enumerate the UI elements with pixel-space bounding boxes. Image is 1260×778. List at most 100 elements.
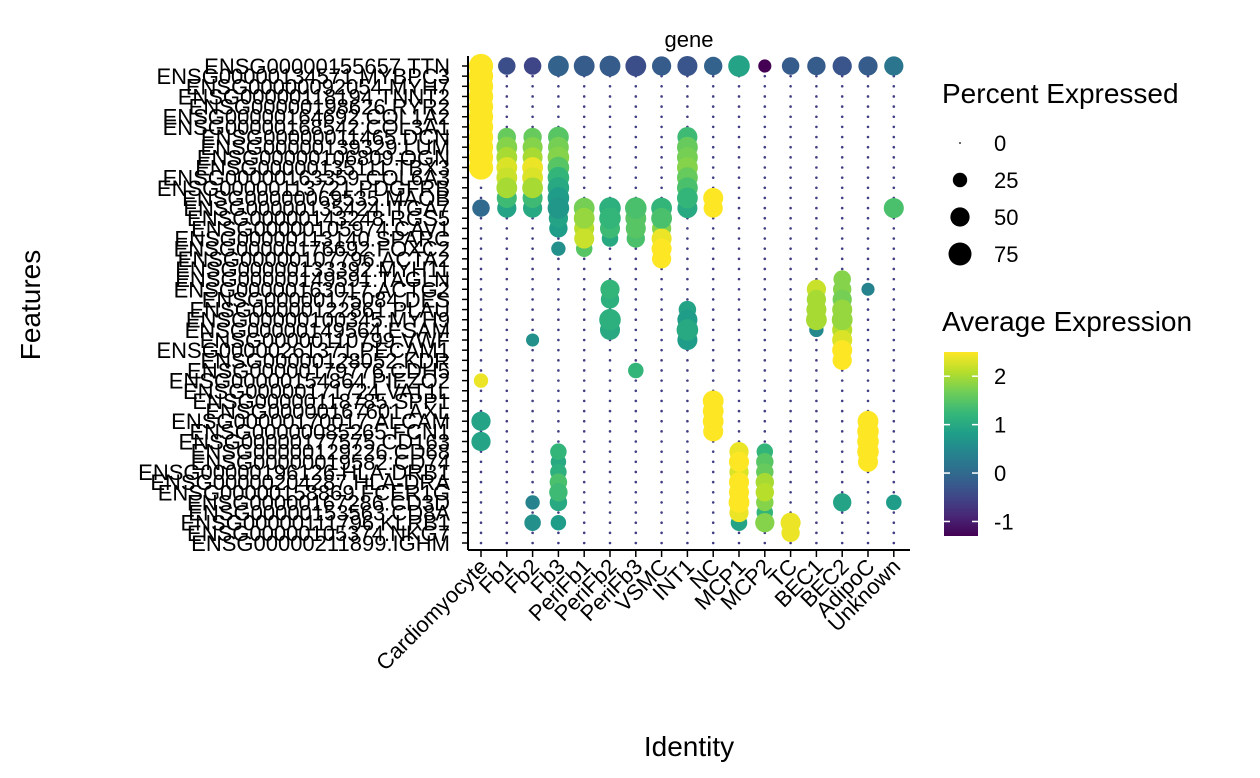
dot xyxy=(582,338,586,342)
dot xyxy=(763,440,767,443)
dot xyxy=(711,257,715,261)
dot xyxy=(892,166,896,169)
dot xyxy=(892,389,896,393)
dot xyxy=(737,145,741,149)
dot xyxy=(608,379,612,382)
dot xyxy=(531,470,534,474)
dot xyxy=(815,206,818,210)
dot xyxy=(815,511,818,514)
dot xyxy=(686,531,689,535)
dot xyxy=(711,287,715,291)
dot xyxy=(755,483,775,502)
dot xyxy=(531,287,534,291)
dot xyxy=(807,56,826,76)
dot xyxy=(582,531,586,535)
dot xyxy=(789,216,792,220)
dot xyxy=(660,186,663,190)
dot xyxy=(634,379,638,382)
dot xyxy=(557,318,560,322)
dot xyxy=(608,450,612,453)
y-tick-label: ENSG00000019582.CD74 xyxy=(191,450,450,475)
dot xyxy=(866,348,870,352)
dot xyxy=(582,511,586,514)
dot xyxy=(815,135,818,139)
dot xyxy=(763,430,767,433)
dot xyxy=(892,409,896,413)
dot xyxy=(634,135,638,139)
dot xyxy=(660,277,663,281)
dot xyxy=(711,166,715,169)
dot xyxy=(866,541,870,545)
dot xyxy=(686,369,689,372)
dot xyxy=(815,338,818,342)
dot xyxy=(634,460,638,464)
dot xyxy=(608,430,612,433)
dot xyxy=(711,338,715,342)
dot xyxy=(608,511,612,514)
dot xyxy=(634,480,638,484)
dot xyxy=(686,470,689,474)
dot xyxy=(608,105,612,108)
dot xyxy=(531,84,534,88)
dot xyxy=(711,470,715,474)
dot xyxy=(660,369,663,372)
dot xyxy=(711,521,715,525)
dot xyxy=(634,338,638,342)
dot xyxy=(686,298,689,301)
dot xyxy=(815,450,818,453)
dot xyxy=(703,187,724,208)
dot xyxy=(840,186,844,190)
dot xyxy=(840,419,844,423)
y-tick-label: ENSG00000118785.SPP1 xyxy=(192,389,450,414)
dot xyxy=(634,430,638,433)
dot xyxy=(525,495,540,510)
dot xyxy=(815,74,818,78)
dot xyxy=(686,419,689,423)
dot xyxy=(634,541,638,545)
dot xyxy=(840,206,844,210)
y-tick-label: ENSG00000069535.MAOB xyxy=(182,186,450,211)
dot xyxy=(737,369,741,372)
dot xyxy=(789,95,792,98)
legend-color-title: Average Expression xyxy=(942,306,1192,337)
dot xyxy=(479,267,483,271)
dot xyxy=(755,513,775,533)
dot xyxy=(608,369,612,372)
dot xyxy=(660,298,663,301)
dot xyxy=(840,135,844,139)
dot xyxy=(660,521,663,525)
dot xyxy=(471,411,491,431)
dot xyxy=(737,156,741,159)
dot xyxy=(608,257,612,261)
dot xyxy=(866,176,870,179)
dot xyxy=(763,196,767,200)
dot xyxy=(737,308,741,311)
dot xyxy=(634,318,638,322)
dot xyxy=(892,237,896,240)
dot xyxy=(660,95,663,98)
dot xyxy=(892,257,896,261)
dot xyxy=(866,237,870,240)
dot xyxy=(557,105,560,108)
dot xyxy=(737,277,741,281)
dot xyxy=(660,490,663,494)
dot xyxy=(711,105,715,108)
y-tick-label: ENSG00000168542.COL3A1 xyxy=(163,115,450,140)
dot xyxy=(866,359,870,362)
dot xyxy=(505,287,509,291)
dot xyxy=(608,480,612,484)
dot xyxy=(789,359,792,362)
dot xyxy=(479,308,483,311)
dot xyxy=(660,145,663,149)
dot xyxy=(763,541,767,545)
legend-percent-expressed: Percent Expressed 0 25 50 75 xyxy=(942,78,1179,267)
dot xyxy=(531,318,534,322)
dot xyxy=(892,267,896,271)
dot xyxy=(737,176,741,179)
dot xyxy=(815,216,818,220)
dot xyxy=(472,199,490,217)
dot xyxy=(892,145,896,149)
dot xyxy=(789,257,792,261)
dot xyxy=(789,145,792,149)
